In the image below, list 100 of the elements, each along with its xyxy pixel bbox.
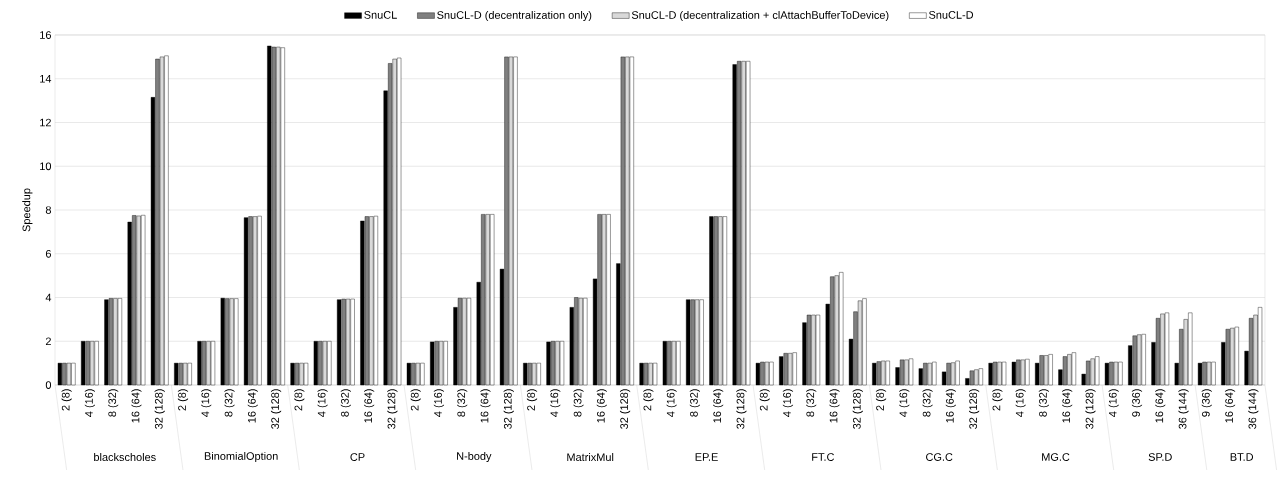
bar: [652, 362, 658, 386]
bar: [360, 220, 365, 386]
x-tick-label: 2 (8): [875, 389, 887, 411]
x-tick-label: 4 (16): [550, 389, 561, 417]
bar: [220, 297, 225, 386]
x-tick-label: 16 (64): [1224, 389, 1236, 423]
text: SP.D: [1148, 453, 1172, 461]
x-tick-label: 2 (8): [992, 389, 1003, 411]
bar: [280, 47, 285, 386]
legend-label: SnuCL-D (decentralization only): [437, 10, 592, 22]
bar: [550, 341, 556, 386]
x-tick-label: 8 (32): [922, 389, 933, 417]
bar: [908, 358, 914, 386]
x-tick-label: 32 (128): [736, 389, 747, 429]
bar: [620, 56, 625, 386]
x-tick-label: 32 (128): [852, 389, 863, 429]
x-tick-label: 32 (128): [154, 389, 165, 429]
bar: [662, 341, 667, 386]
bar: [337, 299, 342, 386]
x-tick-label: 2 (8): [177, 389, 189, 411]
x-tick-label: 32 (128): [619, 389, 631, 429]
text: MatrixMul: [567, 452, 614, 462]
bar: [174, 362, 179, 386]
bar: [857, 300, 863, 386]
bar: [85, 341, 90, 386]
x-tick-label: 9 (36): [1201, 389, 1212, 417]
bar: [806, 314, 812, 386]
bar: [294, 362, 300, 386]
bar: [946, 362, 951, 386]
bar: [1234, 326, 1239, 386]
bar: [303, 362, 309, 386]
text: BT.D: [1230, 453, 1254, 461]
bar: [1225, 329, 1230, 386]
bar: [955, 360, 960, 386]
bar: [559, 341, 565, 386]
bar: [457, 297, 463, 386]
x-tick-label: 8 (32): [108, 389, 119, 417]
x-tick-label: 16 (64): [829, 389, 840, 423]
x-tick-label: 16 (64): [1062, 389, 1073, 423]
bar: [876, 361, 881, 386]
bar: [783, 353, 788, 386]
bar: [313, 341, 318, 386]
x-tick-label: 4 (16): [899, 389, 910, 417]
x-tick-label: 4 (16): [84, 389, 95, 417]
bar: [950, 362, 956, 386]
x-tick-label: 16 (64): [713, 389, 724, 423]
bar: [443, 341, 448, 386]
text: EP.E: [695, 453, 718, 461]
bar: [210, 341, 216, 386]
x-tick-label: 4 (16): [1015, 389, 1026, 417]
x-tick-label: 32 (128): [968, 389, 980, 429]
x-tick-label: 8 (32): [457, 389, 468, 417]
x-tick-label: 16 (64): [1155, 389, 1166, 423]
x-tick-label: 2 (8): [410, 389, 421, 411]
bar: [406, 362, 411, 386]
bar: [643, 362, 649, 386]
bar: [94, 341, 99, 386]
bar: [1113, 361, 1119, 386]
text: blackscholes: [94, 452, 156, 462]
x-tick-label: 4 (16): [666, 389, 677, 417]
x-tick-label: 16 (64): [131, 389, 142, 423]
bar: [523, 362, 528, 386]
bar: [178, 362, 183, 386]
x-tick-label: 8 (32): [224, 389, 235, 417]
text: MG.C: [1042, 453, 1070, 461]
bar: [159, 56, 165, 386]
x-tick-label: 8 (32): [573, 389, 584, 417]
x-tick-label: 32 (128): [1085, 389, 1096, 429]
bar: [1048, 354, 1053, 386]
y-tick-label: 6: [45, 249, 51, 258]
bar: [508, 56, 514, 386]
x-tick-label: 8 (32): [340, 389, 351, 417]
x-tick-label: 32 (128): [387, 389, 398, 429]
bar: [1071, 352, 1077, 386]
bar: [117, 298, 123, 386]
x-tick-label: 8 (32): [1038, 389, 1049, 417]
bar: [969, 370, 974, 386]
text: BinomialOption: [204, 451, 278, 463]
bar: [430, 341, 435, 386]
x-tick-label: 16 (64): [480, 389, 491, 423]
bar: [597, 214, 602, 386]
bar: [699, 299, 704, 386]
x-tick-label: 2 (8): [61, 389, 72, 411]
bar: [1164, 312, 1170, 386]
bar: [792, 352, 797, 386]
bar: [108, 298, 114, 386]
legend-label: SnuCL: [364, 11, 397, 19]
y-tick-label: 12: [40, 118, 51, 127]
bar: [201, 341, 207, 386]
bar: [815, 314, 821, 386]
x-tick-label: 36 (144): [1178, 389, 1189, 429]
x-tick-label: 16 (64): [364, 389, 375, 423]
bar: [606, 214, 611, 386]
bar: [434, 341, 439, 386]
y-tick-label: 14: [40, 74, 52, 83]
bar: [536, 362, 541, 386]
bar: [350, 298, 355, 386]
bar: [885, 360, 890, 386]
x-tick-label: 16 (64): [247, 389, 258, 423]
bar: [1039, 355, 1044, 386]
